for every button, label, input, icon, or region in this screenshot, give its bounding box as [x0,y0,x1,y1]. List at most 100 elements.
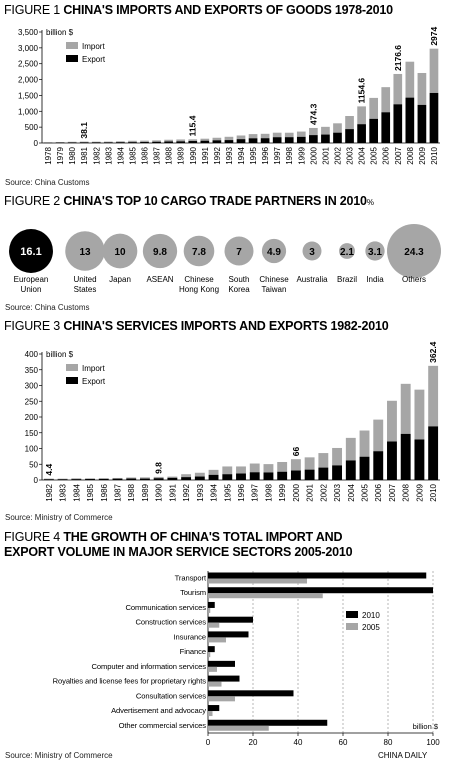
fig3-x-tick-label: 1999 [278,483,287,501]
fig3-bar-export [85,479,95,480]
fig4-category-label: Communication services [125,603,206,612]
fig3-bar-import [181,474,192,478]
figure4-source: Source: Ministry of Commerce [5,751,113,760]
fig3-legend-import-label: Import [82,364,105,373]
fig4-bar-2005 [208,652,211,658]
fig1-x-tick-label: 1979 [56,146,65,164]
fig3-x-tick-label: 2009 [415,483,424,501]
fig1-bar-export [248,138,258,143]
fig2-category-label: Taiwan [262,285,287,294]
fig3-x-tick-label: 1998 [264,483,273,501]
fig4-category-label: Tourism [180,588,206,597]
fig1-bar-export [369,118,379,143]
fig1-bar-import [212,137,222,141]
fig2-bubble [339,243,355,259]
fig1-bar-export [128,142,137,143]
fig1-bar-import [429,48,439,93]
fig1-x-tick-label: 1992 [213,146,222,164]
fig3-bar-export [126,478,137,480]
fig4-category-label: Royalties and license fees for proprieta… [53,677,207,686]
fig2-category-label: Korea [228,285,250,294]
fig3-bar-export [167,477,178,480]
fig3-x-tick-label: 1986 [100,483,109,501]
fig3-y-tick-label: 250 [25,397,39,406]
fig2-category-label: Others [402,275,426,284]
fig2-bubble [102,233,138,269]
fig1-bar-export [405,97,415,143]
fig4-bar-2010 [208,705,220,712]
fig3-bar-import [277,461,288,472]
fig3-bar-import [332,447,343,466]
fig3-bar-import [373,419,384,452]
fig1-bar-export [272,137,282,143]
fig1-x-tick-label: 1997 [273,146,282,164]
fig4-bar-2010 [208,690,294,697]
fig4-legend-2010-swatch [346,611,358,618]
fig3-bar-import [345,437,356,461]
fig1-bar-export [200,140,210,143]
fig4-x-tick-label: 80 [384,738,393,747]
fig2-bubble [365,241,385,261]
fig2-category-label: South [229,275,250,284]
fig4-bar-2010 [208,660,235,667]
figure1-title: FIGURE 1 CHINA'S IMPORTS AND EXPORTS OF … [4,3,393,17]
fig1-bar-export [188,141,198,143]
fig1-x-tick-label: 2010 [430,146,439,164]
fig3-bar-export [277,471,288,480]
fig3-bar-import [139,477,150,479]
fig1-x-tick-label: 1987 [153,146,162,164]
fig1-x-tick-label: 1981 [80,146,89,164]
fig1-y-tick-label: 3,000 [18,44,39,53]
fig3-x-tick-label: 2004 [347,483,356,501]
fig1-x-tick-label: 1993 [225,146,234,164]
fig1-y-tick-label: 1,000 [18,107,39,116]
fig1-bar-export [381,112,391,143]
fig4-bar-2010 [208,587,433,594]
fig3-y-tick-label: 200 [25,413,39,422]
fig1-bar-import [128,140,137,143]
fig3-bar-export [43,479,54,480]
fig1-x-tick-label: 1990 [189,146,198,164]
fig1-legend-import-swatch [66,42,78,49]
fig1-bar-import [91,141,101,143]
fig1-bar-export [260,138,270,143]
fig3-bar-import [194,472,205,477]
fig2-bubble [9,229,53,273]
figure3-heading: CHINA'S SERVICES IMPORTS AND EXPORTS 198… [63,319,389,333]
fig3-bar-export [359,456,370,480]
fig2-bubble-value: 7.8 [192,247,206,258]
fig4-unit-label: billion $ [413,722,439,731]
fig1-x-tick-label: 1998 [285,146,294,164]
fig1-data-label: 2974 [429,26,439,45]
fig4-category-label: Insurance [174,632,206,641]
fig1-bar-import [116,141,125,143]
fig1-bar-import [152,140,161,142]
fig3-x-tick-label: 1997 [251,483,260,501]
fig1-bar-import [224,136,234,141]
fig2-bubble-value: 3 [309,247,315,258]
fig4-x-tick-label: 40 [294,738,303,747]
fig3-x-tick-label: 2003 [333,483,342,501]
fig1-bar-export [321,134,330,143]
fig1-bar-import [103,141,113,143]
figure3-chart: 0 50 100 150 200 250 300 350 400 billion $ 1982 198… [25,341,440,502]
fig3-bar-import [414,389,425,440]
fig2-bubble-value: 10 [114,247,126,258]
fig1-bar-import [321,126,330,135]
fig1-x-tick-label: 1978 [44,146,53,164]
fig4-bar-2010 [208,646,215,653]
fig1-bar-export [393,104,403,143]
figure4-heading-line1: THE GROWTH OF CHINA'S TOTAL IMPORT AND [63,530,343,544]
fig1-unit-label: billion $ [46,28,74,37]
fig3-x-tick-label: 2002 [319,483,328,501]
fig1-bar-export [103,142,113,143]
fig1-x-tick-label: 1982 [92,146,101,164]
fig4-x-tick-label: 0 [206,738,211,747]
fig1-bar-export [164,141,173,143]
fig3-x-tick-label: 2000 [292,483,301,501]
fig1-bar-import [67,141,77,143]
fig3-x-tick-label: 1991 [168,483,177,501]
fig1-legend-export-label: Export [82,55,106,64]
figure3-number: FIGURE 3 [4,319,61,333]
